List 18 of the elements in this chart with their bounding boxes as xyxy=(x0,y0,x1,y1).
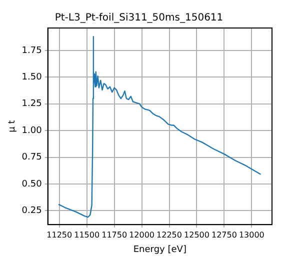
chart-title: Pt-L3_Pt-foil_Si311_50ms_150611 xyxy=(54,12,224,24)
y-tick-label: 0.50 xyxy=(22,179,42,190)
x-tick-label: 12500 xyxy=(184,230,210,240)
x-tick-label: 12250 xyxy=(156,230,182,240)
y-tick-label: 1.75 xyxy=(22,46,42,56)
y-tick-label: 1.25 xyxy=(22,99,42,110)
y-tick-label: 0.25 xyxy=(22,206,42,216)
x-axis-title: Energy [eV] xyxy=(133,244,186,255)
x-tick-label: 11500 xyxy=(74,230,100,240)
y-tick-label: 1.00 xyxy=(22,126,42,136)
x-tick-label: 11750 xyxy=(102,230,128,240)
x-tick-label: 12000 xyxy=(129,230,155,240)
y-axis-title: μ t xyxy=(8,120,18,132)
x-tick-label: 13000 xyxy=(238,230,264,240)
y-tick-label: 0.75 xyxy=(22,152,42,163)
x-tick-label: 11250 xyxy=(46,230,72,240)
y-tick-label: 1.50 xyxy=(22,72,42,82)
x-tick-label: 12750 xyxy=(211,230,237,240)
